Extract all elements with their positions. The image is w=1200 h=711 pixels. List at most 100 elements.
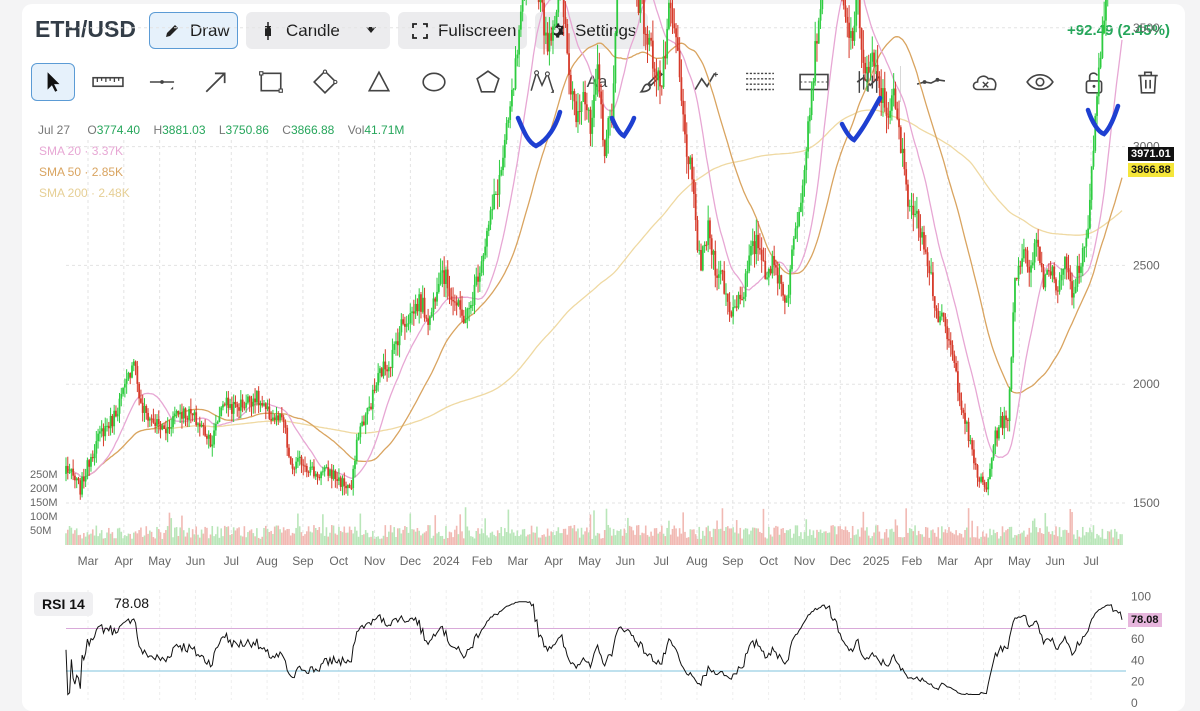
candle-body bbox=[277, 415, 280, 421]
volume-bar bbox=[122, 538, 124, 545]
volume-bar bbox=[215, 534, 217, 545]
candle-body bbox=[443, 270, 446, 285]
rotated-rectangle-tool[interactable] bbox=[303, 63, 347, 101]
volume-bar bbox=[739, 527, 742, 545]
volume-bar bbox=[1012, 537, 1014, 545]
remove-drawings-tool[interactable] bbox=[963, 63, 1007, 101]
price-change: +92.49 (2.45%) bbox=[1067, 22, 1170, 39]
candle-body bbox=[873, 52, 875, 67]
candle-body bbox=[462, 315, 465, 323]
candle-body bbox=[614, 33, 617, 84]
volume-bar bbox=[222, 536, 224, 545]
candle-body bbox=[507, 119, 510, 123]
path-tool[interactable] bbox=[684, 63, 728, 101]
candle-body bbox=[156, 419, 158, 426]
volume-bar bbox=[1114, 528, 1116, 545]
volume-bar bbox=[696, 538, 699, 545]
cursor-tool[interactable] bbox=[31, 63, 75, 101]
brush-tool[interactable] bbox=[629, 63, 673, 101]
volume-bar bbox=[457, 534, 460, 545]
visibility-toggle[interactable] bbox=[1018, 63, 1062, 101]
volume-bar bbox=[611, 535, 613, 545]
candle-body bbox=[241, 399, 244, 408]
volume-bar bbox=[939, 538, 941, 545]
volume-bar bbox=[452, 537, 454, 545]
symbol-title[interactable]: ETH/USD bbox=[35, 16, 136, 42]
volume-bar bbox=[989, 528, 991, 545]
rsi-label[interactable]: RSI 14 bbox=[34, 592, 93, 616]
rectangle-tool[interactable] bbox=[249, 63, 293, 101]
volume-bar bbox=[962, 537, 965, 545]
volume-bar bbox=[345, 532, 347, 545]
candle-body bbox=[473, 284, 476, 305]
volume-bar bbox=[541, 535, 544, 545]
x-tick-label: 2025 bbox=[863, 554, 890, 568]
triangle-tool[interactable] bbox=[357, 63, 401, 101]
x-tick-label: Feb bbox=[902, 554, 923, 568]
x-tick-label: Jun bbox=[1045, 554, 1064, 568]
volume-bar bbox=[714, 528, 717, 545]
candle-body bbox=[923, 232, 925, 250]
volume-bar bbox=[552, 532, 554, 545]
volume-bar bbox=[1076, 530, 1079, 545]
candle-body bbox=[329, 469, 331, 476]
candle-body bbox=[519, 11, 522, 30]
sma20-legend[interactable]: SMA 20 · 3.37K bbox=[39, 144, 124, 158]
lock-toggle[interactable] bbox=[1072, 63, 1116, 101]
volume-bar bbox=[461, 531, 463, 545]
candle-body bbox=[97, 433, 100, 442]
volume-bar bbox=[589, 514, 592, 545]
candle-body bbox=[682, 100, 685, 115]
ellipse-tool[interactable] bbox=[412, 63, 456, 101]
volume-bar bbox=[796, 525, 799, 545]
volume-bar bbox=[355, 530, 358, 545]
volume-bar bbox=[1039, 528, 1041, 545]
volume-bar bbox=[140, 527, 142, 545]
candle-body bbox=[712, 250, 715, 255]
arrow-tool[interactable] bbox=[194, 63, 238, 101]
volume-bar bbox=[734, 532, 736, 545]
volume-bar bbox=[928, 537, 931, 545]
volume-bar bbox=[976, 526, 979, 545]
triangle-icon bbox=[367, 70, 391, 92]
ruler-tool[interactable] bbox=[86, 63, 130, 101]
volume-bar bbox=[532, 532, 535, 545]
candle-body bbox=[1003, 415, 1006, 429]
trend-line-tool[interactable] bbox=[909, 63, 953, 101]
candle-body bbox=[1087, 228, 1090, 238]
rsi-tick-label: 60 bbox=[1131, 632, 1145, 646]
candle-body bbox=[807, 121, 809, 152]
horizontal-line-tool[interactable] bbox=[140, 63, 184, 101]
x-tick-label: Mar bbox=[937, 554, 958, 568]
volume-bar bbox=[618, 530, 620, 545]
pattern-tool[interactable] bbox=[520, 63, 564, 101]
sma50-line bbox=[65, 36, 1123, 478]
candle-body bbox=[325, 467, 328, 469]
volume-bar bbox=[1023, 530, 1025, 545]
draw-button[interactable]: Draw bbox=[149, 12, 238, 49]
volume-bar bbox=[641, 532, 643, 545]
chart-type-select[interactable]: Candle bbox=[246, 12, 390, 49]
polygon-tool[interactable] bbox=[466, 63, 510, 101]
settings-button[interactable]: Settings bbox=[535, 12, 648, 49]
fullscreen-button[interactable]: Fullscreen bbox=[398, 12, 527, 49]
volume-bar bbox=[118, 527, 121, 545]
sma50-legend[interactable]: SMA 50 · 2.85K bbox=[39, 165, 124, 179]
volume-bar bbox=[181, 515, 183, 545]
volume-bar bbox=[835, 534, 838, 545]
volume-bar bbox=[791, 537, 793, 545]
candle-body bbox=[211, 444, 214, 447]
brush-icon bbox=[639, 71, 663, 93]
candle-body bbox=[962, 409, 965, 413]
candle-body bbox=[821, 0, 824, 10]
volume-bar bbox=[844, 526, 847, 545]
candle-body bbox=[585, 104, 588, 111]
candle-body bbox=[427, 318, 430, 325]
candle-body bbox=[436, 291, 438, 302]
delete-tool[interactable] bbox=[1126, 63, 1170, 101]
volume-bar bbox=[534, 532, 536, 545]
sma200-legend[interactable]: SMA 200 · 2.48K bbox=[39, 186, 130, 200]
volume-bar bbox=[250, 529, 253, 545]
candle-body bbox=[161, 425, 164, 430]
